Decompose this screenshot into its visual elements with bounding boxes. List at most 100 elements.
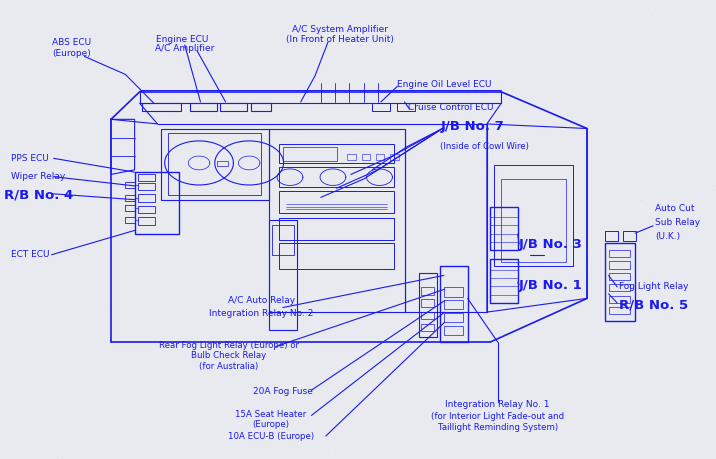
Point xyxy=(131,10,142,17)
Bar xyxy=(138,217,155,225)
Point xyxy=(143,111,155,118)
Point xyxy=(299,152,311,159)
Bar xyxy=(279,243,394,269)
Point xyxy=(387,365,398,373)
Point xyxy=(651,408,662,415)
Point xyxy=(707,256,716,263)
Point xyxy=(621,202,632,210)
Bar xyxy=(490,259,518,303)
Point xyxy=(6,219,17,227)
Point xyxy=(12,186,24,194)
Point xyxy=(297,95,309,102)
Point xyxy=(600,427,611,435)
Bar xyxy=(440,266,468,342)
Point xyxy=(681,263,692,270)
Point xyxy=(29,54,41,61)
Point xyxy=(329,334,341,341)
Point xyxy=(29,359,41,367)
Point xyxy=(168,229,179,236)
Point xyxy=(381,1,392,8)
Point xyxy=(26,218,37,226)
Point xyxy=(210,213,221,221)
Point xyxy=(677,78,689,86)
Point xyxy=(240,441,251,448)
Point xyxy=(375,236,387,243)
Text: J/B No. 3: J/B No. 3 xyxy=(519,238,583,251)
Point xyxy=(207,445,218,453)
Point xyxy=(642,23,653,31)
Point xyxy=(13,72,24,79)
Point xyxy=(317,153,329,160)
Point xyxy=(502,298,513,305)
Point xyxy=(419,214,430,221)
Point xyxy=(443,325,455,332)
Point xyxy=(0,417,9,425)
Text: Auto Cut: Auto Cut xyxy=(655,204,695,213)
Point xyxy=(341,28,352,35)
Point xyxy=(155,32,167,39)
Point xyxy=(646,305,657,312)
Point xyxy=(54,432,65,439)
Point xyxy=(405,104,417,112)
Point xyxy=(235,345,246,353)
Text: 10A ECU-B (Europe): 10A ECU-B (Europe) xyxy=(228,432,314,442)
Point xyxy=(606,282,617,290)
Point xyxy=(288,47,299,54)
Point xyxy=(82,66,93,73)
Bar xyxy=(376,154,384,160)
Text: Cruise Control ECU: Cruise Control ECU xyxy=(408,103,493,112)
Point xyxy=(142,149,153,156)
Point xyxy=(173,89,185,96)
Point xyxy=(354,10,365,17)
Point xyxy=(410,183,422,190)
Point xyxy=(145,418,157,425)
Point xyxy=(532,217,543,224)
Point xyxy=(662,332,674,340)
Point xyxy=(507,327,518,334)
Point xyxy=(312,149,324,156)
Point xyxy=(275,218,286,225)
Point xyxy=(509,45,521,52)
Point xyxy=(110,335,121,342)
Text: (Europe): (Europe) xyxy=(252,420,289,429)
Point xyxy=(479,134,490,141)
Text: (In Front of Heater Unit): (In Front of Heater Unit) xyxy=(286,34,394,44)
Point xyxy=(280,442,291,449)
Point xyxy=(472,130,483,138)
Point xyxy=(302,342,314,350)
Point xyxy=(561,182,573,190)
Point xyxy=(528,354,539,362)
Point xyxy=(384,108,396,115)
Point xyxy=(203,207,215,215)
Point xyxy=(333,174,344,182)
Point xyxy=(0,352,10,359)
Point xyxy=(446,215,458,223)
Point xyxy=(9,294,21,301)
Point xyxy=(353,287,364,294)
Point xyxy=(432,243,444,250)
Point xyxy=(42,168,54,176)
Point xyxy=(205,98,216,105)
Point xyxy=(432,137,444,144)
Point xyxy=(153,388,165,396)
Point xyxy=(329,449,340,457)
Point xyxy=(224,141,236,149)
Point xyxy=(243,199,254,207)
Point xyxy=(398,158,410,166)
Point xyxy=(690,20,701,28)
Bar xyxy=(609,296,630,303)
Point xyxy=(390,386,401,393)
Bar xyxy=(444,300,463,309)
Point xyxy=(22,346,34,353)
Point xyxy=(468,248,480,255)
Point xyxy=(420,50,431,57)
Point xyxy=(493,104,504,112)
Point xyxy=(279,299,291,307)
Point xyxy=(503,382,514,390)
Point xyxy=(233,146,244,153)
Point xyxy=(354,257,365,265)
Bar xyxy=(605,243,635,321)
Point xyxy=(133,90,145,97)
Point xyxy=(457,217,468,224)
Point xyxy=(499,242,511,249)
